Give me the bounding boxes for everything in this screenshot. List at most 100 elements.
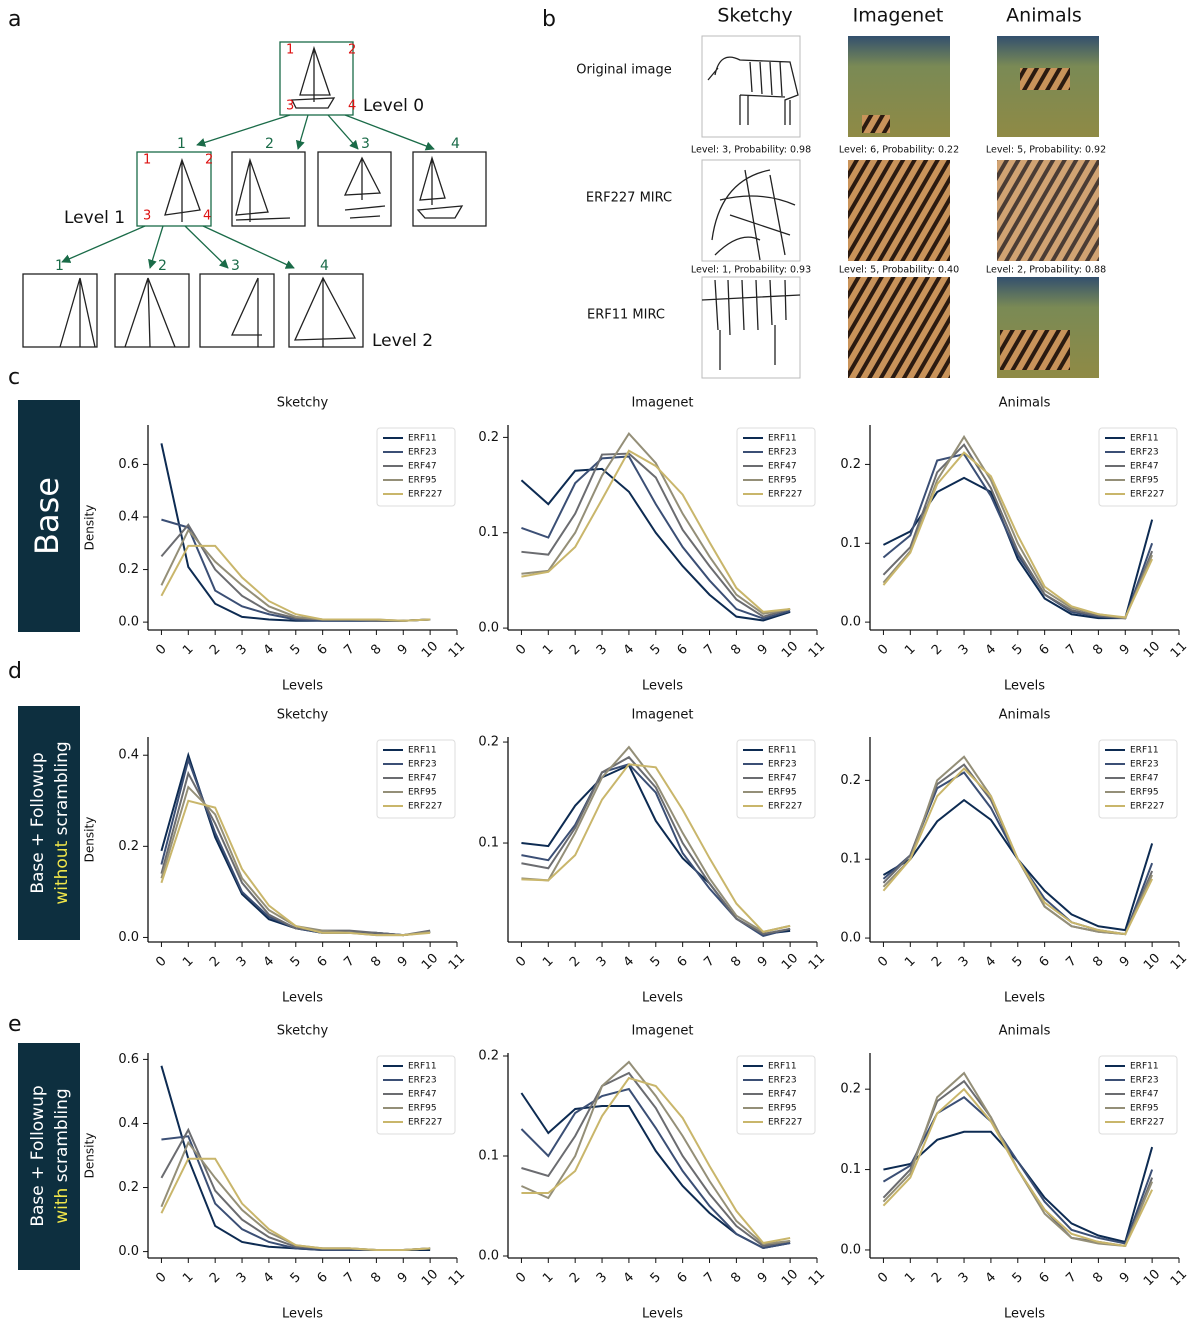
x-tick-label: 1: [902, 1270, 918, 1286]
x-tick-label: 3: [234, 954, 250, 970]
x-tick-label: 1: [540, 1270, 556, 1286]
line: [160, 544, 431, 622]
branch-number: 1: [177, 136, 186, 152]
quadrant-number: 2: [348, 43, 356, 58]
x-tick-label: 0: [875, 1270, 891, 1286]
x-tick-label: 0: [875, 642, 891, 658]
legend-label: ERF23: [408, 448, 437, 458]
y-tick-label: 0.2: [478, 430, 499, 445]
legend: [1098, 1055, 1178, 1135]
x-tick-label: 7: [1063, 1270, 1079, 1286]
x-tick-label: 1: [180, 642, 196, 658]
legend-label: ERF23: [408, 760, 437, 770]
x-tick-label: 8: [728, 1270, 744, 1286]
chart-title: Animals: [999, 1024, 1051, 1039]
x-tick-label: 4: [261, 1270, 277, 1286]
y-tick-label: 0.1: [478, 525, 499, 540]
x-tick-label: 2: [929, 954, 945, 970]
x-tick-label: 5: [648, 1270, 664, 1286]
highlight: with: [52, 1188, 72, 1224]
line: [160, 1157, 431, 1251]
legend-label: ERF227: [1130, 1118, 1164, 1128]
x-tick-label: 5: [288, 642, 304, 658]
x-tick-label: 7: [1063, 642, 1079, 658]
x-tick-label: 8: [368, 642, 384, 658]
y-tick-label: 0.0: [478, 621, 499, 636]
column-header: Imagenet: [853, 5, 944, 27]
tree: 1 2 3 4 Level 0 1 2 3 4 1 2 3 4 Level 1 …: [22, 41, 487, 351]
y-tick-label: 0.0: [118, 1244, 139, 1259]
y-tick-label: 0.2: [478, 735, 499, 750]
x-tick-label: 5: [288, 954, 304, 970]
x-tick-label: 3: [594, 1270, 610, 1286]
x-tick-label: 7: [701, 642, 717, 658]
line: [521, 1071, 791, 1248]
legend-label: ERF11: [768, 434, 797, 444]
legend-label: ERF11: [1130, 746, 1159, 756]
chart-title: Animals: [999, 708, 1051, 723]
legend-label: ERF227: [1130, 490, 1164, 500]
x-tick-label: 2: [929, 642, 945, 658]
x-tick-label: 0: [153, 954, 169, 970]
x-tick-label: 3: [234, 642, 250, 658]
panel-label: b: [542, 7, 556, 32]
quadrant-number: 4: [203, 209, 211, 224]
x-tick-label: 6: [314, 954, 330, 970]
column-header: Animals: [1006, 5, 1082, 27]
y-tick-label: 0.0: [840, 1242, 861, 1257]
x-tick-label: 5: [288, 1270, 304, 1286]
x-tick-label: 9: [395, 1270, 411, 1286]
level-label: Level 0: [363, 96, 424, 116]
x-tick-label: 10: [779, 639, 801, 661]
x-tick-label: 7: [1063, 954, 1079, 970]
x-axis-label: Levels: [282, 991, 323, 1006]
x-tick-label: 0: [513, 954, 529, 970]
x-tick-label: 6: [674, 642, 690, 658]
legend-label: ERF227: [408, 802, 442, 812]
x-tick-label: 9: [755, 954, 771, 970]
y-tick-label: 0.2: [840, 1082, 861, 1097]
y-tick-label: 0.1: [478, 1149, 499, 1164]
x-tick-label: 1: [180, 1270, 196, 1286]
row-label: with scrambling: [52, 1088, 72, 1223]
line: [160, 528, 431, 622]
x-tick-label: 6: [674, 1270, 690, 1286]
x-axis-label: Levels: [1004, 679, 1045, 694]
line: [521, 763, 791, 934]
x-tick-label: 3: [956, 954, 972, 970]
quadrant-number: 2: [205, 153, 213, 168]
legend-label: ERF11: [408, 434, 437, 444]
quadrant-number: 3: [286, 99, 294, 114]
row-header: ERF227 MIRC: [586, 191, 672, 206]
x-tick-label: 3: [594, 954, 610, 970]
x-tick-label: 10: [419, 1267, 441, 1289]
legend-label: ERF23: [1130, 448, 1159, 458]
x-tick-label: 3: [956, 1270, 972, 1286]
y-tick-label: 0.2: [118, 839, 139, 854]
legend-label: ERF11: [1130, 434, 1159, 444]
line: [160, 523, 431, 622]
x-tick-label: 8: [368, 954, 384, 970]
caption: Level: 5, Probability: 0.40: [839, 265, 959, 276]
chart-title: Imagenet: [631, 396, 693, 411]
x-tick-label: 6: [314, 1270, 330, 1286]
x-tick-label: 6: [674, 954, 690, 970]
x-tick-label: 2: [567, 954, 583, 970]
row-block: [18, 1043, 80, 1270]
x-tick-label: 5: [1010, 954, 1026, 970]
x-tick-label: 11: [1168, 951, 1190, 973]
panel-label: a: [8, 7, 21, 32]
x-tick-label: 11: [446, 1267, 468, 1289]
x-tick-label: 5: [648, 954, 664, 970]
x-tick-label: 0: [513, 1270, 529, 1286]
x-tick-label: 9: [755, 642, 771, 658]
x-tick-label: 6: [1036, 954, 1052, 970]
x-tick-label: 2: [567, 1270, 583, 1286]
y-tick-label: 0.0: [478, 1249, 499, 1264]
x-tick-label: 1: [540, 642, 556, 658]
legend-label: ERF23: [1130, 1076, 1159, 1086]
x-tick-label: 11: [446, 951, 468, 973]
y-axis-label: Density: [83, 1133, 97, 1179]
x-tick-label: 2: [207, 954, 223, 970]
x-tick-label: 5: [1010, 1270, 1026, 1286]
